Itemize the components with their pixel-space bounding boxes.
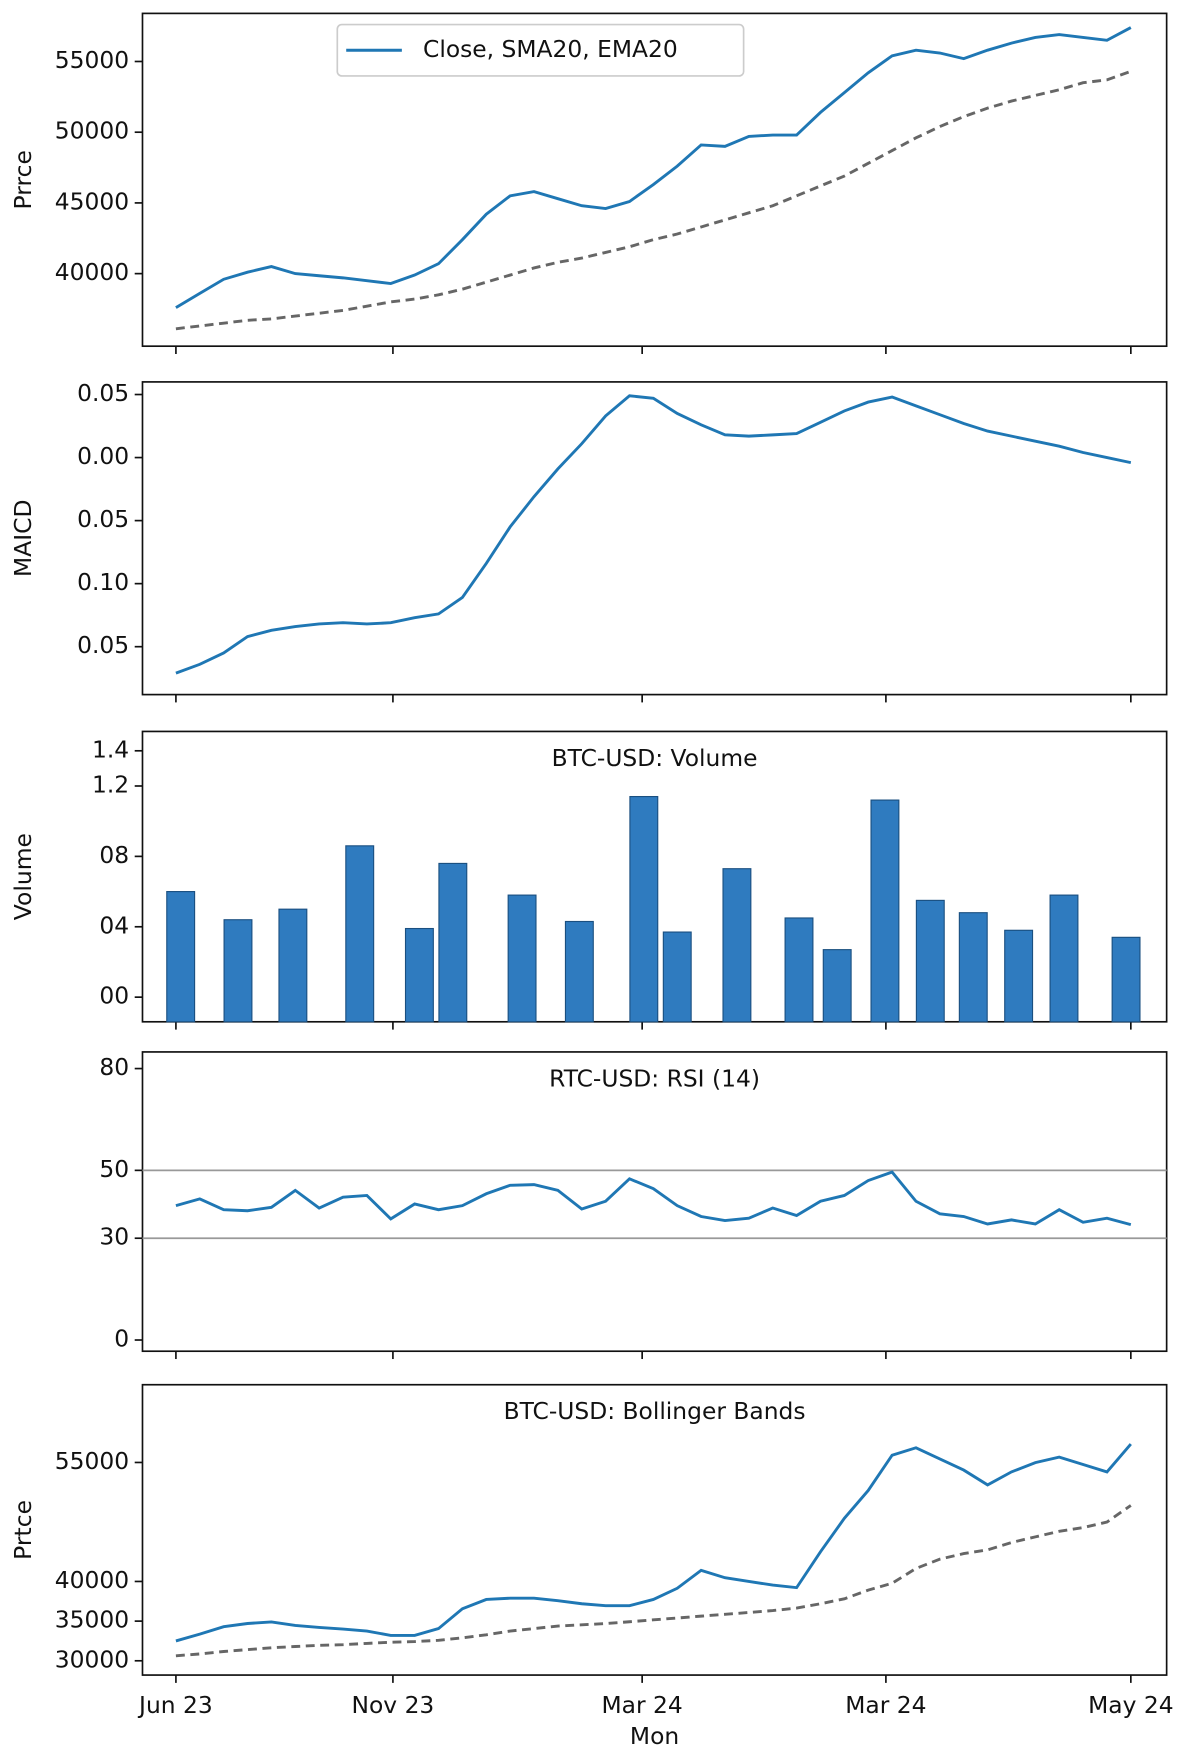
y-tick-label: 55000 xyxy=(55,46,129,74)
y-tick-label: 08 xyxy=(99,841,129,869)
y-tick-label: 80 xyxy=(99,1053,129,1081)
y-tick-label: 35000 xyxy=(55,1606,129,1634)
series-line xyxy=(175,1504,1132,1658)
x-axis-label: Mon xyxy=(630,1722,679,1750)
y-tick-label: 0.00 xyxy=(77,442,129,470)
x-tick-label: Mar 24 xyxy=(602,1691,683,1719)
y-tick-label: 00 xyxy=(99,982,129,1010)
y-axis-label: Prtce xyxy=(9,1500,37,1560)
y-tick-label: 40000 xyxy=(55,1566,129,1594)
x-tick-label: Jun 23 xyxy=(137,1691,213,1719)
bar xyxy=(822,949,852,1023)
series-line xyxy=(175,1170,1132,1227)
plot-frame xyxy=(141,12,1168,348)
y-tick-label: 0.05 xyxy=(77,379,129,407)
panel-title: RTC-USD: RSI (14) xyxy=(549,1064,760,1092)
bar xyxy=(722,868,752,1023)
bar xyxy=(166,891,196,1023)
legend-label: Close, SMA20, EMA20 xyxy=(423,35,678,63)
legend-box xyxy=(336,23,745,77)
series-line xyxy=(175,1443,1132,1643)
bar xyxy=(345,845,375,1023)
x-tick-label: Mar 24 xyxy=(845,1691,926,1719)
bar xyxy=(1004,929,1034,1023)
bar xyxy=(629,795,659,1023)
y-tick-label: 1.4 xyxy=(92,735,129,763)
y-tick-label: 1.2 xyxy=(92,770,129,798)
y-axis-label: Volume xyxy=(9,833,37,920)
bar xyxy=(662,931,692,1023)
y-tick-label: 50 xyxy=(99,1155,129,1183)
y-tick-label: 0.05 xyxy=(77,505,129,533)
y-tick-label: 0 xyxy=(114,1324,129,1352)
y-tick-label: 04 xyxy=(99,911,129,939)
bar xyxy=(278,908,308,1023)
bar xyxy=(404,927,434,1023)
series-line xyxy=(175,394,1132,675)
bar xyxy=(1049,894,1079,1023)
y-tick-label: 0.05 xyxy=(77,631,129,659)
bar xyxy=(915,899,945,1023)
y-tick-label: 50000 xyxy=(55,117,129,145)
bar xyxy=(223,919,253,1023)
y-tick-label: 30000 xyxy=(55,1645,129,1673)
y-tick-label: 30 xyxy=(99,1223,129,1251)
x-tick-label: Nov 23 xyxy=(352,1691,435,1719)
y-axis-label: MAICD xyxy=(9,499,37,577)
bar xyxy=(1111,936,1141,1023)
plot-frame xyxy=(141,1051,1168,1353)
bar xyxy=(870,799,900,1023)
panel-title: BTC-USD: Bollinger Bands xyxy=(504,1397,806,1425)
x-tick-label: May 24 xyxy=(1088,1691,1173,1719)
y-tick-label: 45000 xyxy=(55,187,129,215)
y-tick-label: 40000 xyxy=(55,258,129,286)
plot-frame xyxy=(141,1383,1168,1676)
bar xyxy=(507,894,537,1023)
bar xyxy=(784,917,814,1023)
bar xyxy=(438,862,468,1023)
legend: Close, SMA20, EMA20 xyxy=(336,23,745,77)
panel-title: BTC-USD: Volume xyxy=(552,744,758,772)
plot-frame xyxy=(141,381,1168,696)
series-line xyxy=(175,70,1132,331)
bar xyxy=(958,912,988,1023)
bar xyxy=(564,920,594,1023)
series-line xyxy=(175,26,1132,309)
y-axis-label: Prrce xyxy=(9,150,37,209)
y-tick-label: 55000 xyxy=(55,1447,129,1475)
y-tick-label: 0.10 xyxy=(77,568,129,596)
